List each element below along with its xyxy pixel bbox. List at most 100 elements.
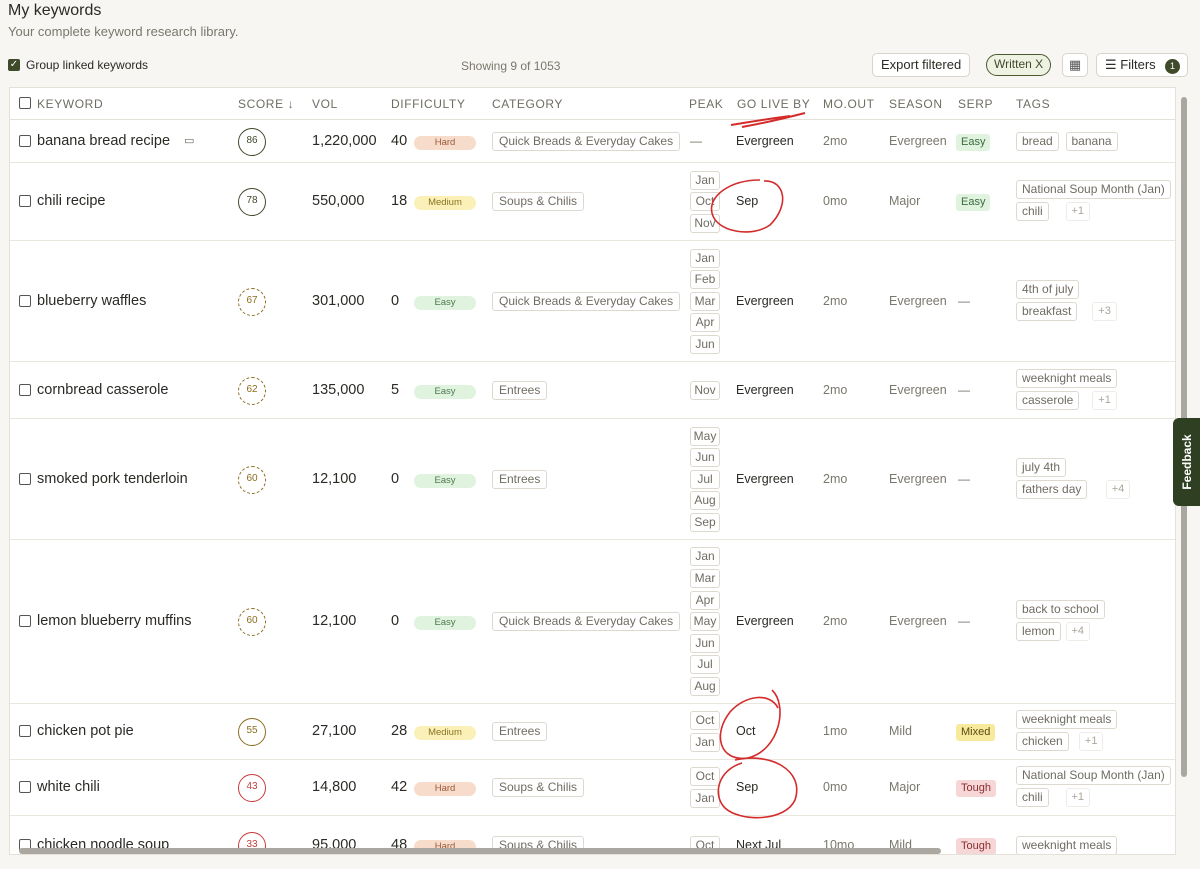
more-tags-chip[interactable]: +4	[1065, 622, 1091, 641]
category-tag[interactable]: Entrees	[492, 469, 548, 489]
keyword-cell[interactable]: cornbread casserole	[37, 381, 169, 398]
col-season[interactable]: SEASON	[889, 97, 943, 111]
tag-chip[interactable]: weeknight meals	[1016, 710, 1118, 729]
col-peak[interactable]: PEAK	[689, 97, 724, 111]
score-badge: 55	[238, 718, 266, 746]
tag-chip[interactable]: chicken	[1016, 732, 1069, 751]
table-row[interactable]: chicken pot pie 55 27,100 28 Medium Entrees Oc…	[10, 704, 1175, 760]
keyword-cell[interactable]: blueberry waffles	[37, 292, 147, 309]
col-tags[interactable]: TAGS	[1016, 97, 1051, 111]
table-row[interactable]: cornbread casserole 62 135,000 5 Easy Entrees…	[10, 362, 1175, 419]
tag-chip[interactable]: back to school	[1016, 600, 1105, 619]
col-score[interactable]: SCORE ↓	[238, 97, 294, 111]
row-checkbox[interactable]	[19, 134, 31, 147]
table-header: KEYWORD SCORE ↓ VOL DIFFICULTY CATEGORY …	[10, 88, 1175, 120]
table-row[interactable]: smoked pork tenderloin 60 12,100 0 Easy Entre…	[10, 419, 1175, 540]
category-tag[interactable]: Soups & Chilis	[492, 192, 585, 211]
peak-month-tag: Oct	[690, 192, 720, 212]
written-filter-pill[interactable]: Written X	[986, 54, 1052, 76]
tag-chip[interactable]: National Soup Month (Jan)	[1016, 766, 1171, 785]
col-keyword[interactable]: KEYWORD	[37, 97, 104, 111]
tag-chip[interactable]: chili	[1016, 788, 1049, 807]
keyword-cell[interactable]: chicken pot pie	[37, 723, 134, 739]
category-tag[interactable]: Quick Breads & Everyday Cakes	[492, 131, 681, 151]
col-serp[interactable]: SERP	[958, 97, 994, 111]
col-moout[interactable]: MO.OUT	[823, 97, 875, 111]
columns-button[interactable]: ▦	[1062, 53, 1088, 77]
tag-chip[interactable]: weeknight meals	[1016, 368, 1118, 388]
volume-cell: 135,000	[312, 381, 365, 398]
tag-chip[interactable]: weeknight meals	[1016, 836, 1118, 854]
feedback-tab[interactable]: Feedback	[1173, 418, 1200, 506]
difficulty-badge: Easy	[414, 295, 476, 310]
tag-chip[interactable]: banana	[1065, 131, 1118, 151]
more-tags-chip[interactable]: +1	[1065, 202, 1091, 221]
row-checkbox[interactable]	[19, 472, 31, 485]
more-tags-chip[interactable]: +3	[1092, 301, 1117, 321]
tag-chip[interactable]: july 4th	[1016, 457, 1067, 477]
category-tag[interactable]: Soups & Chilis	[492, 778, 585, 797]
calendar-icon: ▭	[184, 134, 195, 147]
golive-cell: Evergreen	[736, 382, 794, 397]
months-out-cell: 2mo	[823, 133, 848, 148]
tag-chip[interactable]: lemon	[1016, 622, 1061, 641]
golive-cell: Evergreen	[736, 614, 794, 628]
keywords-table: KEYWORD SCORE ↓ VOL DIFFICULTY CATEGORY …	[9, 87, 1176, 855]
group-linked-checkbox[interactable]: ✓ Group linked keywords	[8, 58, 148, 72]
tag-chip[interactable]: breakfast	[1016, 301, 1078, 321]
table-row[interactable]: lemon blueberry muffins 60 12,100 0 Easy Quic…	[10, 540, 1175, 704]
group-linked-label: Group linked keywords	[26, 58, 149, 72]
tag-chip[interactable]: casserole	[1016, 390, 1080, 410]
table-row[interactable]: chili recipe 78 550,000 18 Medium Soups & Chi…	[10, 163, 1175, 241]
row-checkbox[interactable]	[19, 195, 31, 207]
serp-badge: Mixed	[956, 724, 996, 741]
export-filtered-button[interactable]: Export filtered	[872, 53, 971, 77]
serp-empty: —	[958, 293, 970, 308]
row-checkbox[interactable]	[19, 383, 31, 396]
tag-chip[interactable]: fathers day	[1016, 479, 1088, 499]
golive-cell: Evergreen	[736, 471, 794, 486]
row-checkbox[interactable]	[19, 615, 31, 627]
select-all-checkbox[interactable]	[19, 97, 31, 109]
col-vol[interactable]: VOL	[312, 97, 338, 111]
more-tags-chip[interactable]: +1	[1065, 788, 1091, 807]
tag-chip[interactable]: National Soup Month (Jan)	[1016, 180, 1171, 199]
more-tags-chip[interactable]: +1	[1078, 732, 1104, 751]
col-category[interactable]: CATEGORY	[492, 97, 564, 111]
col-difficulty[interactable]: DIFFICULTY	[391, 97, 466, 111]
serp-badge: Easy	[956, 133, 991, 151]
row-checkbox[interactable]	[19, 781, 31, 793]
horizontal-scroll-thumb[interactable]	[19, 848, 941, 854]
peak-month-tag: Jun	[690, 334, 720, 354]
row-checkbox[interactable]	[19, 725, 31, 737]
table-row[interactable]: blueberry waffles 67 301,000 0 Easy Quick Bre…	[10, 241, 1175, 362]
difficulty-badge: Medium	[414, 726, 476, 740]
col-score-label: SCORE	[238, 97, 284, 111]
keyword-cell[interactable]: white chili	[37, 779, 100, 795]
keyword-cell[interactable]: smoked pork tenderloin	[37, 470, 188, 487]
season-cell: Major	[889, 194, 921, 208]
table-row[interactable]: banana bread recipe ▭ 86 1,220,000 40 Hard Qui…	[10, 120, 1175, 163]
keyword-cell[interactable]: chili recipe	[37, 193, 106, 209]
tag-chip[interactable]: chili	[1016, 202, 1049, 221]
category-tag[interactable]: Quick Breads & Everyday Cakes	[492, 612, 681, 631]
category-tag[interactable]: Entrees	[492, 722, 548, 741]
serp-badge: Easy	[956, 194, 991, 211]
more-tags-chip[interactable]: +1	[1092, 390, 1117, 410]
tag-chip[interactable]: bread	[1016, 131, 1059, 151]
volume-cell: 12,100	[312, 613, 357, 629]
golive-cell: Sep	[736, 194, 759, 208]
col-golive[interactable]: GO LIVE BY	[737, 97, 811, 111]
peak-month-tag: Mar	[690, 569, 720, 588]
category-tag[interactable]: Quick Breads & Everyday Cakes	[492, 291, 681, 311]
horizontal-scrollbar[interactable]	[9, 846, 1179, 856]
category-tag[interactable]: Entrees	[492, 380, 548, 400]
keyword-cell[interactable]: banana bread recipe	[37, 132, 171, 149]
more-tags-chip[interactable]: +4	[1105, 479, 1131, 499]
filters-button[interactable]: ☰ Filters 1	[1096, 53, 1188, 77]
tag-chip[interactable]: 4th of july	[1016, 279, 1080, 299]
row-checkbox[interactable]	[19, 294, 31, 307]
table-row[interactable]: white chili 43 14,800 42 Hard Soups & Chilis O…	[10, 760, 1175, 816]
keyword-cell[interactable]: lemon blueberry muffins	[37, 613, 192, 629]
